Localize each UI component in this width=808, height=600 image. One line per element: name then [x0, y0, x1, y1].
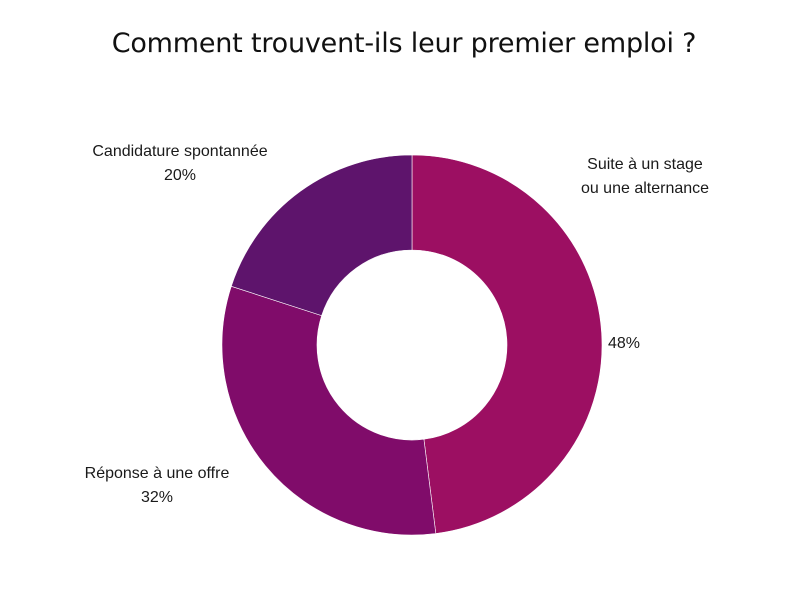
- slice-label-line: Candidature spontannée: [92, 143, 268, 160]
- slice-candidature-spontanee: [230, 154, 413, 317]
- slice-label-line: ou une alternance: [580, 180, 710, 197]
- slice-stage-alternance: [411, 154, 603, 534]
- slice-label-line: Suite à un stage: [587, 156, 703, 173]
- slice-reponse-offre: [221, 285, 437, 536]
- slice-label-spontanee: Candidature spontannée 20%: [70, 140, 290, 188]
- donut-slices: [221, 154, 603, 536]
- slice-label-offre: Réponse à une offre 32%: [50, 462, 264, 510]
- slice-value-label: 20%: [163, 167, 197, 184]
- slice-label-line: Réponse à une offre: [84, 465, 230, 482]
- slice-value-label: 48%: [608, 335, 641, 352]
- slice-value-label: 32%: [140, 489, 174, 506]
- slice-label-stage: Suite à un stage ou une alternance 48%: [560, 153, 730, 352]
- chart-title: Comment trouvent-ils leur premier emploi…: [111, 28, 697, 59]
